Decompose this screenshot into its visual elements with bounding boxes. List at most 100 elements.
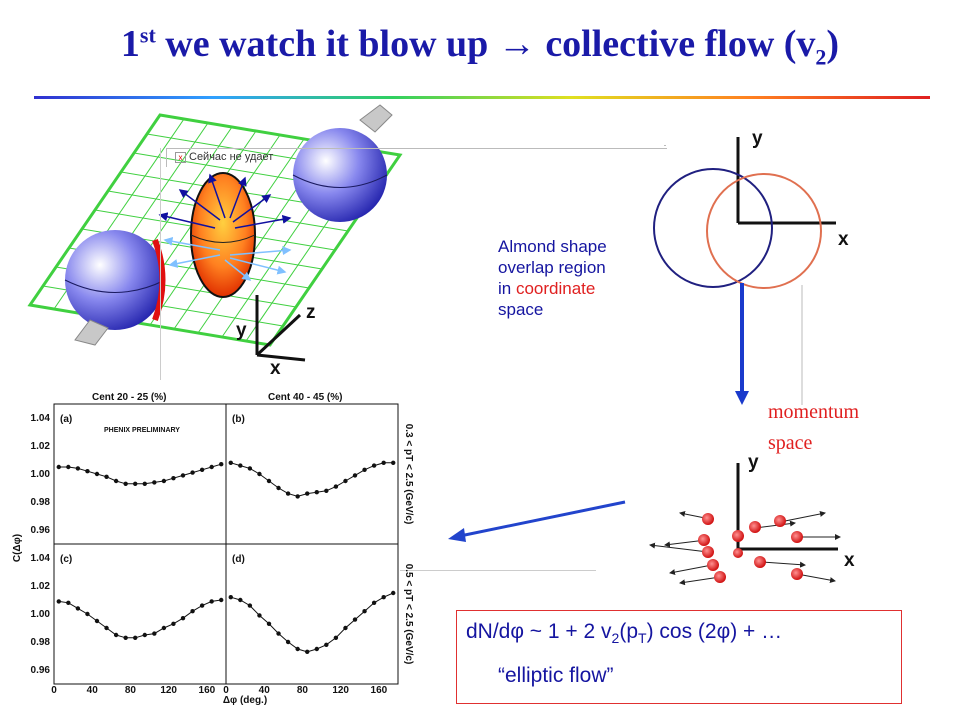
y-tick-label: 0.96 [31,665,51,676]
y-tick-label: 1.00 [31,609,51,620]
data-point-c [142,632,147,638]
data-point-b [343,478,348,484]
data-point-a [161,478,167,484]
fit-curve-b [230,462,394,497]
x-tick-label: 0 [223,685,229,696]
data-point-a [142,481,147,486]
y-tick-label: 1.04 [31,413,51,424]
y-tick-label: 1.00 [31,469,51,480]
page-title: 1st we watch it blow up → collective flo… [120,22,840,70]
data-point-c [171,621,176,626]
data-point-b [257,471,262,477]
data-point-b [381,460,386,465]
coord-axis-y: y [752,128,763,149]
data-point-a [123,481,128,486]
data-point-c [56,599,61,604]
momentum-axis-x: x [844,550,855,571]
panel-b-frame [225,403,399,545]
data-point-d [228,595,233,600]
data-point-b [305,491,310,496]
data-point-a [56,464,61,470]
data-point-c [190,609,195,614]
data-point-c [94,618,100,624]
data-point-c [104,625,109,631]
data-point-c [219,597,224,603]
x-tick-label: 160 [199,685,216,696]
data-point-a [171,476,176,481]
data-point-b [238,463,243,468]
arrow-to-plot [448,500,626,542]
data-point-a [219,462,224,467]
data-point-d [391,590,396,596]
data-point-d [324,642,329,647]
data-point-c [123,635,128,640]
broken-image-placeholder: x Сейчас не удает [166,148,667,167]
nucleus-top-right [293,128,387,222]
x-tick-label: 80 [125,685,137,696]
nucleus-circle-left [653,168,773,288]
almond-description: Almond shape overlap region in coordinat… [498,237,607,319]
data-point-c [199,603,205,608]
right-label-bottom: 0.5 < pT < 2.5 (GeV/c) [403,564,414,665]
data-point-b [352,473,358,478]
panel-b-label: (b) [232,414,245,425]
x-axis-label: Δφ (deg.) [223,695,267,706]
data-point-b [295,494,300,499]
panel-c-label: (c) [60,554,72,565]
data-point-b [285,491,291,496]
y-tick-label: 1.02 [31,441,51,452]
y-tick-labels: 1.04 1.02 1.00 0.98 0.96 1.04 1.02 1.00 0.98 0.96 [31,413,51,676]
data-point-c [85,611,90,617]
data-point-b [391,460,396,465]
data-point-b [266,478,272,484]
formula-box [456,610,902,704]
data-point-d [352,617,358,622]
data-point-d [266,621,272,626]
data-point-a [113,478,119,484]
panel-a-label: (a) [60,414,72,425]
axis3d-x: x [270,358,281,379]
data-point-b [362,467,367,472]
data-point-a [66,464,71,470]
almond-overlap [190,172,256,298]
data-point-a [85,469,90,474]
x-tick-label: 0 [51,685,57,696]
momentum-space-diagram [649,463,841,586]
data-point-c [161,625,167,631]
data-point-d [381,595,386,600]
x-tick-label: 40 [259,685,271,696]
data-point-a [94,471,100,477]
axis3d-z: z [306,302,316,323]
x-tick-label: 40 [87,685,99,696]
data-point-a [75,466,81,471]
data-point-d [238,597,243,603]
x-tick-label: 80 [297,685,309,696]
placeholder-edge [160,148,161,380]
data-point-d [305,649,310,654]
data-point-d [295,646,300,652]
data-point-c [180,616,186,621]
y-tick-label: 0.98 [31,637,51,648]
phenix-correlation-plot: Cent 20 - 25 (%) Cent 40 - 45 (%) (a) (b… [12,392,414,706]
header-left: Cent 20 - 25 (%) [92,392,166,403]
elliptic-flow-label: “elliptic flow” [498,664,614,687]
data-point-a [199,467,205,472]
nucleus-bottom-left [65,230,165,330]
y-axis-label: C(Δφ) [12,534,23,562]
data-point-c [75,606,81,611]
data-point-d [276,631,281,636]
flow-formula: dN/dφ ~ 1 + 2 v2(pT) cos (2φ) + … [466,620,783,647]
data-point-c [113,632,119,638]
momentum-axis-y: y [748,452,759,473]
particle-dots [698,513,803,583]
data-point-d [371,600,377,605]
data-point-a [152,480,157,485]
y-tick-label: 1.02 [31,581,51,592]
data-point-a [190,470,195,475]
axis3d-y: y [236,320,247,341]
panel-d-frame [225,543,399,685]
data-point-d [333,635,339,640]
x-tick-labels: 0 40 80 120 160 0 40 80 120 160 [51,685,387,696]
y-tick-label: 1.04 [31,553,51,564]
fit-curve-d [230,592,394,653]
